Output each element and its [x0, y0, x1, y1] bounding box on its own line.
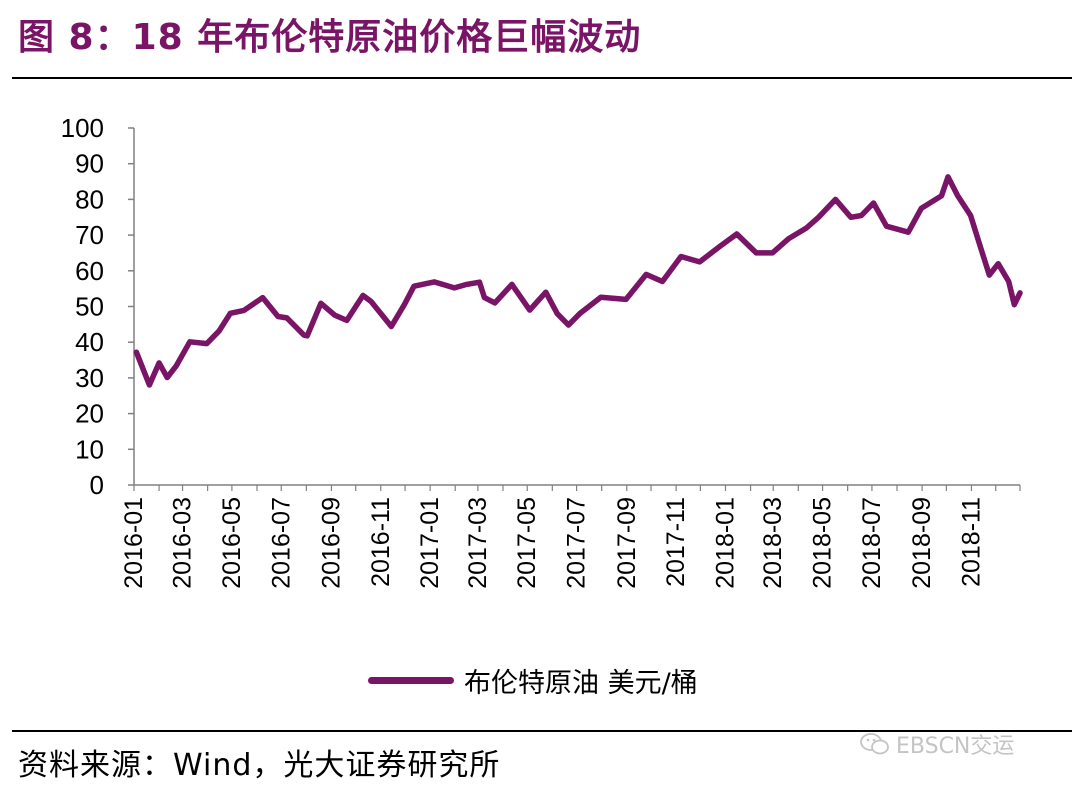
top-rule: [12, 77, 1072, 79]
x-tick-label: 2018-11: [957, 497, 985, 587]
chart-axes: 0 10 20 30 40 50 60 70 80 90 100 2016-01 2016-03 2016…: [61, 113, 1021, 589]
x-tick-label: 2016-09: [317, 497, 345, 589]
legend-label: 布伦特原油 美元/桶: [464, 667, 698, 699]
x-tick-label: 2016-11: [367, 497, 395, 587]
x-tick-label: 2018-07: [858, 497, 886, 589]
source-note: 资料来源：Wind，光大证券研究所: [18, 748, 501, 783]
x-tick-label: 2018-03: [759, 497, 787, 589]
x-tick-label: 2017-09: [613, 497, 641, 589]
x-tick-label: 2017-07: [563, 497, 591, 589]
figure-title: 图 8：18 年布伦特原油价格巨幅波动: [18, 17, 642, 58]
x-tick-label: 2016-05: [218, 497, 246, 589]
x-tick-label: 2018-01: [711, 497, 739, 589]
y-tick-label: 10: [75, 434, 104, 464]
y-tick-label: 20: [75, 399, 104, 429]
x-tick-label: 2017-05: [513, 497, 541, 589]
y-tick-label: 50: [75, 292, 104, 322]
x-tick-label: 2016-07: [267, 497, 295, 589]
watermark: EBSCN交运: [860, 728, 1014, 760]
x-tick-label: 2016-01: [120, 497, 148, 589]
y-tick-label: 30: [75, 363, 104, 393]
price-line-chart: 0 10 20 30 40 50 60 70 80 90 100 2016-01 2016-03 2016…: [61, 113, 1023, 589]
series-line: [133, 174, 1023, 388]
wechat-icon: [860, 733, 889, 755]
x-tick-label: 2017-01: [416, 497, 444, 589]
y-tick-label: 80: [75, 184, 104, 214]
y-tick-label: 100: [61, 113, 104, 143]
chart-series: [133, 174, 1023, 388]
x-tick-label: 2017-11: [662, 497, 690, 587]
y-tick-label: 40: [75, 327, 104, 357]
y-tick-label: 0: [90, 470, 104, 500]
x-tick-label: 2018-09: [908, 497, 936, 589]
bottom-rule: [12, 730, 1072, 732]
chart-legend: 布伦特原油 美元/桶: [368, 660, 698, 700]
y-tick-label: 70: [75, 220, 104, 250]
y-tick-label: 90: [75, 149, 104, 179]
x-tick-label: 2016-03: [169, 497, 197, 589]
x-tick-label: 2017-03: [464, 497, 492, 589]
x-tick-label: 2018-05: [809, 497, 837, 589]
legend-swatch: [368, 676, 454, 684]
y-tick-label: 60: [75, 256, 104, 286]
watermark-text: EBSCN交运: [896, 734, 1015, 759]
